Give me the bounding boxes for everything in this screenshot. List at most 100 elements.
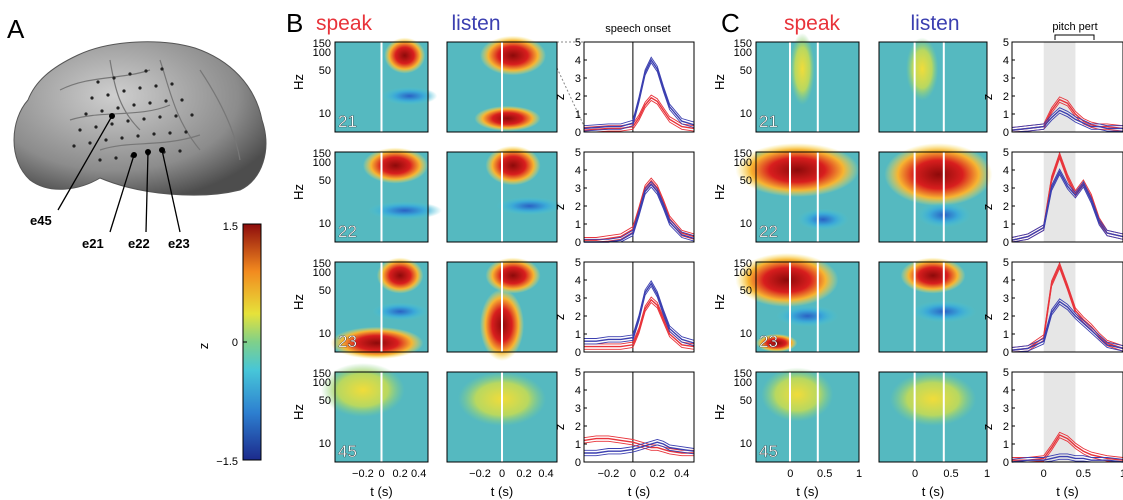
hz-tick: 10 (319, 218, 331, 230)
time-tick: 0 (630, 468, 636, 480)
zplot-frame (583, 371, 695, 463)
series-listen (584, 441, 695, 454)
hz-tick: 10 (319, 108, 331, 120)
z-tick: 3 (1003, 183, 1009, 195)
zplot-bg (584, 152, 694, 242)
spectrogram-r4-c4 (878, 371, 988, 463)
spectrogram-activity (362, 147, 429, 184)
hz-axis-label: Hz (712, 74, 727, 90)
hz-tick: 150 (734, 368, 752, 380)
z-tick: 3 (575, 183, 581, 195)
time-tick: 0.4 (411, 468, 426, 480)
z-tick: 4 (575, 385, 581, 397)
spectrogram-activity (376, 257, 424, 294)
z-tick: 1 (575, 109, 581, 121)
series-listen (1011, 173, 1123, 243)
time-tick: 0 (378, 468, 384, 480)
zplot-b-r3: 5 4 3 2 1 0 z (552, 257, 695, 359)
z-tick: 5 (1003, 147, 1009, 159)
time-tick: 0.4 (674, 468, 689, 480)
zplot-frame (583, 41, 695, 133)
hz-tick: 50 (740, 285, 752, 297)
spectrogram-activity (889, 372, 977, 426)
hz-axis-label: Hz (291, 404, 306, 420)
zplot-c-r1: 5 4 3 2 1 0 z (980, 37, 1123, 139)
series-listen (1011, 453, 1123, 460)
spectrogram-activity (485, 257, 541, 294)
hz-axis-label: Hz (291, 74, 306, 90)
time-tick: 0 (787, 468, 793, 480)
z-tick: 5 (1003, 257, 1009, 269)
z-tick: 3 (1003, 293, 1009, 305)
z-tick: 0 (1003, 347, 1009, 359)
spectrogram-frame (878, 41, 988, 133)
hz-tick: 150 (313, 258, 331, 270)
hz-axis-label: Hz (291, 294, 306, 310)
z-tick: 2 (575, 311, 581, 323)
series-speak (583, 94, 695, 128)
spectrogram-frame (878, 261, 988, 353)
z-tick: 2 (1003, 421, 1009, 433)
hz-tick: 10 (319, 328, 331, 340)
hz-tick: 50 (740, 65, 752, 77)
spectrogram-activity (884, 143, 993, 206)
z-tick: 2 (1003, 311, 1009, 323)
z-tick: 3 (1003, 403, 1009, 415)
z-tick: 1 (575, 219, 581, 231)
hz-tick: 100 (313, 377, 331, 389)
spectrogram-frame (446, 261, 558, 353)
zplot-frame (583, 261, 695, 353)
zplot-frame (583, 151, 695, 243)
spectrogram-r3-c2 (446, 257, 558, 361)
series-speak (584, 301, 695, 350)
spectrogram-frame (334, 41, 429, 133)
z-tick: 1 (1003, 109, 1009, 121)
spectrogram-r2-c2 (446, 145, 563, 243)
time-axis-label: t (s) (491, 484, 513, 499)
time-tick: 0.5 (1076, 468, 1091, 480)
time-tick: 1 (984, 468, 990, 480)
z-axis-label: z (980, 204, 995, 211)
spectrogram-r4-c3: 45 (755, 367, 860, 463)
spectrogram-activity (761, 367, 834, 422)
speech-onset-label: speech onset (605, 23, 670, 35)
hz-tick: 150 (313, 38, 331, 50)
time-axis-label: t (s) (922, 484, 944, 499)
spectrogram-r1-c1: 21 (334, 37, 438, 133)
hz-tick: 100 (734, 47, 752, 59)
spectrogram-activity (756, 334, 798, 352)
time-tick: 0 (912, 468, 918, 480)
z-tick: 1 (575, 329, 581, 341)
z-tick: 0 (575, 457, 581, 469)
brain-image (13, 41, 267, 233)
series-listen (1011, 168, 1123, 238)
spectrogram-r3-c4 (878, 257, 988, 353)
series-listen (1011, 303, 1123, 353)
z-tick: 0 (1003, 237, 1009, 249)
time-tick: 0 (1041, 468, 1047, 480)
time-axis-label: t (s) (370, 484, 392, 499)
hz-tick: 100 (313, 47, 331, 59)
zplot-frame (1011, 371, 1123, 463)
time-axis-label: t (s) (796, 484, 818, 499)
time-tick: 0.5 (943, 468, 958, 480)
spectrogram-frame (446, 41, 558, 133)
series-speak (1012, 434, 1123, 461)
hz-tick: 50 (319, 175, 331, 187)
spectrogram-activity (776, 305, 839, 327)
zplot-frame (1011, 151, 1123, 243)
spectrogram-activity (321, 363, 405, 417)
z-tick: 0 (1003, 127, 1009, 139)
zplot-b-r4: 5 4 3 2 1 0 z (552, 367, 695, 469)
series-listen (1011, 298, 1123, 348)
row-number: 22 (338, 222, 357, 241)
z-tick: 3 (575, 73, 581, 85)
z-axis-label: z (552, 94, 567, 101)
perturbation-shade (1043, 372, 1076, 462)
hz-tick: 50 (319, 285, 331, 297)
spectrogram-frame (334, 151, 429, 243)
hz-tick: 10 (740, 328, 752, 340)
series-listen (584, 444, 695, 457)
